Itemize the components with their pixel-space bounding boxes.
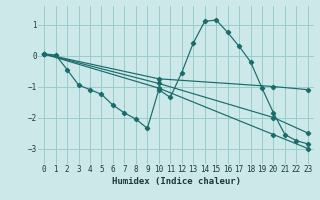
X-axis label: Humidex (Indice chaleur): Humidex (Indice chaleur) xyxy=(111,177,241,186)
